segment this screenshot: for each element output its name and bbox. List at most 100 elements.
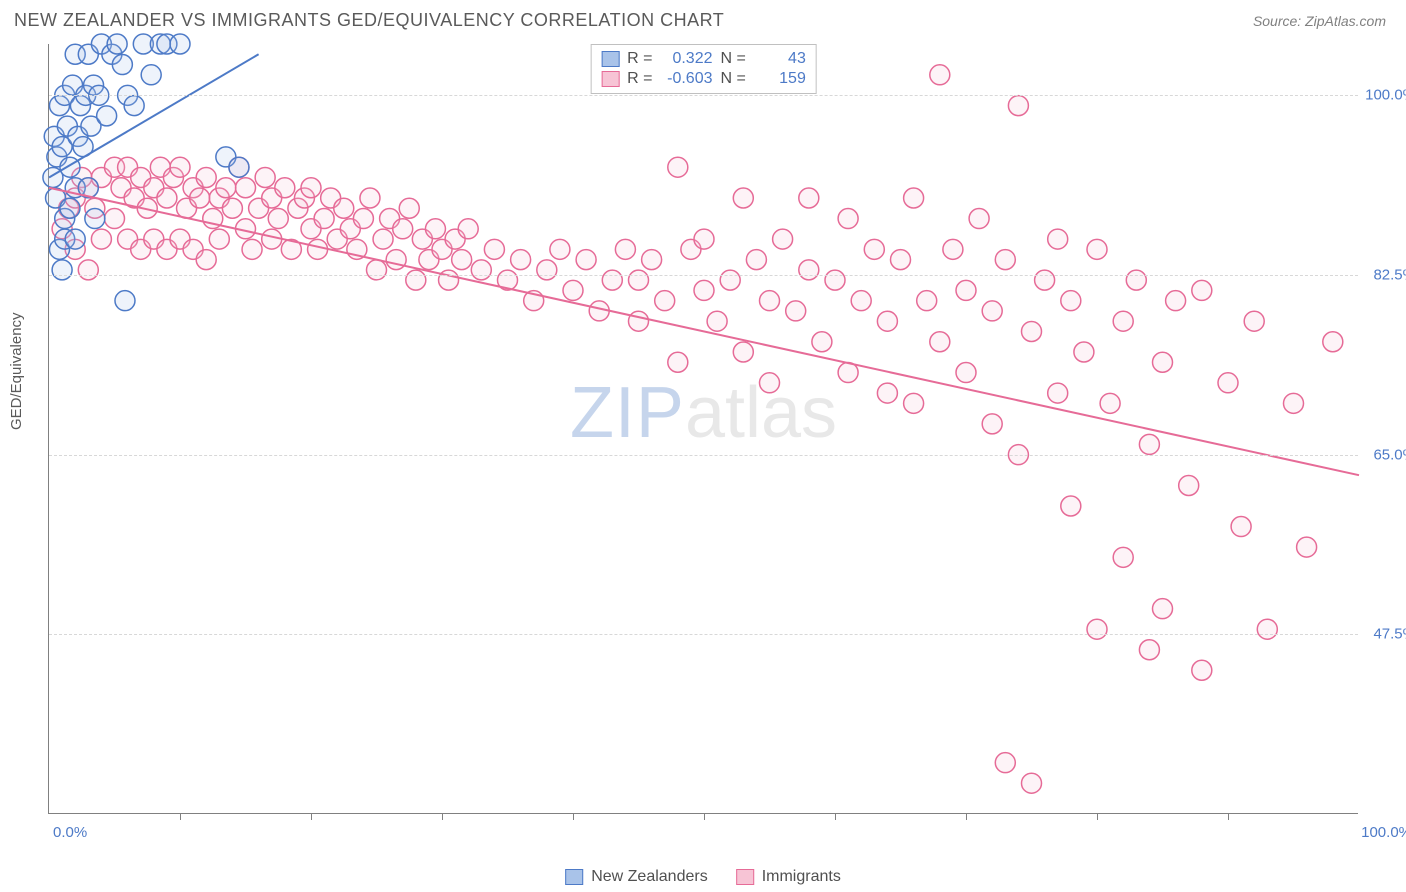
scatter-point — [236, 178, 256, 198]
scatter-point — [694, 229, 714, 249]
scatter-point — [1035, 270, 1055, 290]
source-attribution: Source: ZipAtlas.com — [1253, 13, 1386, 29]
gridline-h — [49, 95, 1358, 96]
scatter-point — [917, 291, 937, 311]
y-tick-label: 82.5% — [1373, 267, 1406, 284]
x-tick — [442, 813, 443, 820]
scatter-point — [78, 260, 98, 280]
scatter-point — [360, 188, 380, 208]
scatter-point — [877, 311, 897, 331]
scatter-point — [943, 239, 963, 259]
scatter-point — [216, 178, 236, 198]
scatter-point — [157, 188, 177, 208]
scatter-point — [576, 250, 596, 270]
x-tick-label-min: 0.0% — [53, 824, 87, 841]
scatter-point — [196, 167, 216, 187]
swatch-series1 — [601, 51, 619, 67]
scatter-point — [1048, 383, 1068, 403]
stat-legend: R = 0.322 N = 43 R = -0.603 N = 159 — [590, 44, 817, 94]
scatter-point — [1257, 619, 1277, 639]
scatter-point — [1008, 96, 1028, 116]
scatter-point — [406, 270, 426, 290]
scatter-point — [91, 229, 111, 249]
scatter-point — [668, 352, 688, 372]
scatter-point — [956, 363, 976, 383]
swatch-series2 — [601, 71, 619, 87]
scatter-point — [629, 311, 649, 331]
scatter-point — [1153, 352, 1173, 372]
scatter-point — [707, 311, 727, 331]
y-tick-label: 65.0% — [1373, 446, 1406, 463]
scatter-point — [995, 250, 1015, 270]
x-tick-label-max: 100.0% — [1361, 824, 1406, 841]
scatter-point — [124, 96, 144, 116]
scatter-point — [1061, 291, 1081, 311]
scatter-point — [1166, 291, 1186, 311]
scatter-point — [1074, 342, 1094, 362]
scatter-point — [1087, 239, 1107, 259]
scatter-point — [190, 188, 210, 208]
scatter-point — [550, 239, 570, 259]
scatter-point — [65, 229, 85, 249]
scatter-point — [733, 188, 753, 208]
scatter-point — [982, 414, 1002, 434]
scatter-point — [141, 65, 161, 85]
scatter-point — [1113, 547, 1133, 567]
scatter-point — [1087, 619, 1107, 639]
scatter-point — [773, 229, 793, 249]
x-tick — [704, 813, 705, 820]
x-tick — [966, 813, 967, 820]
scatter-point — [642, 250, 662, 270]
scatter-point — [425, 219, 445, 239]
x-tick — [1228, 813, 1229, 820]
scatter-point — [537, 260, 557, 280]
scatter-point — [242, 239, 262, 259]
scatter-point — [1022, 773, 1042, 793]
scatter-point — [97, 106, 117, 126]
scatter-point — [484, 239, 504, 259]
scatter-point — [891, 250, 911, 270]
scatter-point — [1100, 393, 1120, 413]
scatter-point — [170, 157, 190, 177]
y-axis-label: GED/Equivalency — [8, 312, 25, 430]
scatter-point — [1297, 537, 1317, 557]
scatter-point — [386, 250, 406, 270]
scatter-point — [85, 209, 105, 229]
scatter-point — [52, 260, 72, 280]
scatter-point — [851, 291, 871, 311]
scatter-point — [602, 270, 622, 290]
scatter-point — [563, 280, 583, 300]
scatter-point — [655, 291, 675, 311]
scatter-point — [107, 34, 127, 54]
scatter-point — [229, 157, 249, 177]
scatter-point — [838, 209, 858, 229]
scatter-point — [105, 209, 125, 229]
scatter-point — [799, 260, 819, 280]
x-tick — [835, 813, 836, 820]
scatter-point — [760, 291, 780, 311]
scatter-point — [196, 250, 216, 270]
scatter-point — [1048, 229, 1068, 249]
scatter-point — [1113, 311, 1133, 331]
scatter-point — [209, 229, 229, 249]
scatter-point — [982, 301, 1002, 321]
x-tick — [1097, 813, 1098, 820]
scatter-point — [746, 250, 766, 270]
scatter-point — [1139, 640, 1159, 660]
scatter-point — [812, 332, 832, 352]
legend-item-series2: Immigrants — [736, 868, 841, 886]
scatter-point — [825, 270, 845, 290]
gridline-h — [49, 275, 1358, 276]
x-tick — [573, 813, 574, 820]
y-tick-label: 47.5% — [1373, 626, 1406, 643]
scatter-point — [255, 167, 275, 187]
scatter-point — [308, 239, 328, 259]
scatter-svg — [49, 44, 1358, 813]
scatter-point — [904, 188, 924, 208]
legend-swatch-series2 — [736, 869, 754, 885]
scatter-point — [694, 280, 714, 300]
scatter-point — [1153, 599, 1173, 619]
scatter-point — [786, 301, 806, 321]
scatter-point — [733, 342, 753, 362]
scatter-point — [353, 209, 373, 229]
